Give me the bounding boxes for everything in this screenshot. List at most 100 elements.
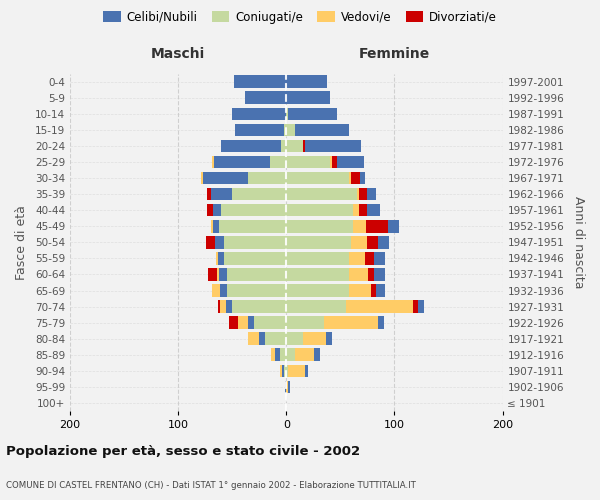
Bar: [220, 300, 226, 313]
Bar: [295, 124, 349, 136]
Y-axis label: Anni di nascita: Anni di nascita: [572, 196, 585, 288]
Bar: [270, 156, 286, 168]
Bar: [418, 300, 424, 313]
Bar: [359, 204, 367, 216]
Bar: [356, 188, 359, 200]
Bar: [271, 348, 275, 361]
Bar: [227, 284, 286, 297]
Bar: [337, 156, 364, 168]
Bar: [232, 188, 286, 200]
Bar: [388, 220, 399, 232]
Bar: [305, 140, 361, 152]
Bar: [218, 300, 220, 313]
Bar: [351, 236, 367, 248]
Text: Popolazione per età, sesso e stato civile - 2002: Popolazione per età, sesso e stato civil…: [6, 444, 360, 458]
Bar: [286, 380, 289, 393]
Y-axis label: Fasce di età: Fasce di età: [15, 205, 28, 280]
Bar: [229, 316, 238, 329]
Bar: [349, 252, 365, 264]
Bar: [284, 124, 286, 136]
Text: Femmine: Femmine: [359, 47, 430, 61]
Bar: [302, 332, 326, 345]
Bar: [224, 252, 286, 264]
Bar: [286, 124, 295, 136]
Bar: [286, 364, 289, 377]
Bar: [280, 348, 286, 361]
Bar: [351, 172, 360, 184]
Bar: [248, 172, 286, 184]
Bar: [289, 380, 290, 393]
Bar: [359, 188, 367, 200]
Bar: [353, 220, 367, 232]
Bar: [374, 268, 385, 280]
Bar: [208, 188, 211, 200]
Bar: [286, 156, 329, 168]
Bar: [349, 268, 368, 280]
Bar: [286, 348, 295, 361]
Bar: [365, 252, 374, 264]
Bar: [367, 220, 388, 232]
Bar: [217, 268, 219, 280]
Bar: [265, 332, 286, 345]
Bar: [378, 236, 389, 248]
Bar: [305, 364, 308, 377]
Bar: [212, 284, 220, 297]
Bar: [295, 348, 314, 361]
Text: Maschi: Maschi: [151, 47, 205, 61]
Bar: [248, 332, 259, 345]
Bar: [216, 252, 218, 264]
Bar: [280, 364, 282, 377]
Bar: [346, 300, 413, 313]
Bar: [368, 268, 374, 280]
Bar: [286, 92, 329, 104]
Bar: [286, 220, 353, 232]
Bar: [224, 236, 286, 248]
Bar: [286, 204, 353, 216]
Bar: [367, 204, 380, 216]
Bar: [219, 268, 227, 280]
Bar: [324, 316, 378, 329]
Bar: [286, 108, 289, 120]
Bar: [332, 156, 337, 168]
Bar: [213, 220, 219, 232]
Bar: [286, 172, 349, 184]
Bar: [226, 300, 232, 313]
Bar: [367, 188, 376, 200]
Bar: [326, 332, 332, 345]
Bar: [376, 284, 385, 297]
Bar: [232, 300, 286, 313]
Bar: [360, 172, 365, 184]
Legend: Celibi/Nubili, Coniugati/e, Vedovi/e, Divorziati/e: Celibi/Nubili, Coniugati/e, Vedovi/e, Di…: [98, 6, 502, 28]
Bar: [353, 204, 359, 216]
Bar: [302, 140, 305, 152]
Bar: [259, 332, 265, 345]
Bar: [227, 268, 286, 280]
Bar: [286, 140, 302, 152]
Bar: [248, 316, 254, 329]
Bar: [221, 204, 286, 216]
Bar: [286, 188, 356, 200]
Bar: [235, 76, 286, 88]
Bar: [275, 348, 280, 361]
Bar: [245, 92, 286, 104]
Bar: [211, 188, 232, 200]
Bar: [221, 140, 281, 152]
Bar: [214, 156, 270, 168]
Bar: [213, 204, 221, 216]
Bar: [206, 236, 215, 248]
Text: COMUNE DI CASTEL FRENTANO (CH) - Dati ISTAT 1° gennaio 2002 - Elaborazione TUTTI: COMUNE DI CASTEL FRENTANO (CH) - Dati IS…: [6, 481, 416, 490]
Bar: [218, 252, 224, 264]
Bar: [284, 364, 286, 377]
Bar: [286, 252, 349, 264]
Bar: [371, 284, 376, 297]
Bar: [286, 76, 328, 88]
Bar: [286, 316, 324, 329]
Bar: [254, 316, 286, 329]
Bar: [286, 236, 351, 248]
Bar: [208, 204, 213, 216]
Bar: [367, 236, 378, 248]
Bar: [349, 284, 371, 297]
Bar: [219, 220, 286, 232]
Bar: [220, 284, 227, 297]
Bar: [286, 300, 346, 313]
